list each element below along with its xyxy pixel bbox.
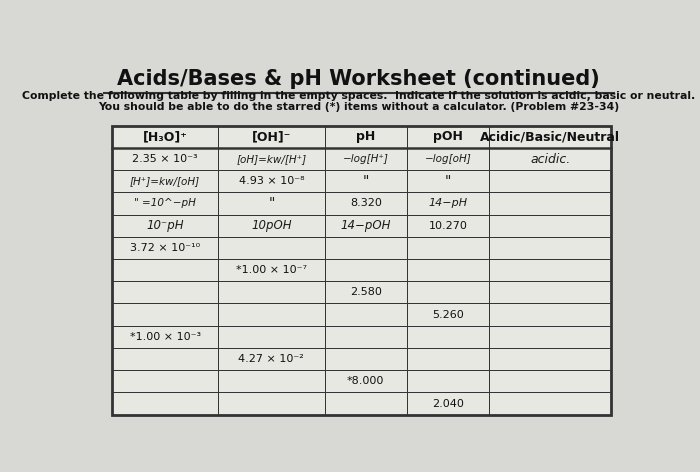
Bar [407,281,489,303]
Bar [489,392,611,414]
Text: 14−pH: 14−pH [428,199,468,209]
Text: Acids/Bases & pH Worksheet (continued): Acids/Bases & pH Worksheet (continued) [118,69,600,89]
Bar [407,303,489,326]
Text: [oH]=kw/[H⁺]: [oH]=kw/[H⁺] [237,154,307,164]
Bar [218,170,325,193]
Bar [489,348,611,370]
Bar [325,148,407,170]
Text: 4.27 × 10⁻²: 4.27 × 10⁻² [239,354,304,364]
Bar [325,259,407,281]
Text: [H⁺]=kw/[oH]: [H⁺]=kw/[oH] [130,176,200,186]
Bar [218,370,325,392]
Bar [218,348,325,370]
Text: 3.72 × 10⁻¹⁰: 3.72 × 10⁻¹⁰ [130,243,200,253]
Bar [112,370,218,392]
Bar [407,126,489,148]
Bar [407,326,489,348]
Text: 2.580: 2.580 [350,287,382,297]
Bar [407,215,489,237]
Bar [218,126,325,148]
Text: 4.93 × 10⁻⁸: 4.93 × 10⁻⁸ [239,176,304,186]
Text: 14−pOH: 14−pOH [340,219,391,232]
Bar [489,237,611,259]
Bar [325,237,407,259]
Bar [218,281,325,303]
Bar [325,326,407,348]
Text: 8.320: 8.320 [350,199,382,209]
Bar [112,148,218,170]
Bar [112,392,218,414]
Text: 2.35 × 10⁻³: 2.35 × 10⁻³ [132,154,198,164]
Bar [489,126,611,148]
Bar [407,193,489,215]
Bar [112,281,218,303]
Bar [407,392,489,414]
Bar [407,148,489,170]
Bar [325,370,407,392]
Bar [325,215,407,237]
Text: −log[oH]: −log[oH] [425,154,471,164]
Text: *1.00 × 10⁻³: *1.00 × 10⁻³ [130,332,201,342]
Bar [112,259,218,281]
Bar [325,348,407,370]
Bar [407,370,489,392]
Bar [218,193,325,215]
Text: −log[H⁺]: −log[H⁺] [343,154,389,164]
Bar [325,392,407,414]
Text: pH: pH [356,130,375,143]
Text: *8.000: *8.000 [347,376,384,386]
Text: 10.270: 10.270 [428,221,468,231]
Text: Complete the following table by filling in the empty spaces.  Indicate if the so: Complete the following table by filling … [22,91,695,101]
Bar [489,281,611,303]
Text: ": " [445,174,452,188]
Bar [218,148,325,170]
Bar [112,326,218,348]
Text: You should be able to do the starred (*) items without a calculator. (Problem #2: You should be able to do the starred (*)… [98,102,620,112]
Bar [218,303,325,326]
Bar [489,303,611,326]
Bar [489,170,611,193]
Text: acidic.: acidic. [530,152,570,166]
Text: *1.00 × 10⁻⁷: *1.00 × 10⁻⁷ [236,265,307,275]
Bar [112,237,218,259]
Text: [H₃O]⁺: [H₃O]⁺ [143,130,188,143]
Text: 2.040: 2.040 [432,398,464,408]
Bar [112,348,218,370]
Text: 10⁻pH: 10⁻pH [146,219,184,232]
Bar [489,215,611,237]
Bar [325,193,407,215]
Bar [407,170,489,193]
Bar [325,126,407,148]
Text: pOH: pOH [433,130,463,143]
Bar [112,215,218,237]
Bar [218,215,325,237]
Bar [489,259,611,281]
Bar [218,392,325,414]
Text: " =10^−pH: " =10^−pH [134,199,196,209]
Bar [112,126,218,148]
Bar [325,303,407,326]
Bar [325,170,407,193]
Bar [407,348,489,370]
Bar [489,193,611,215]
Bar [489,326,611,348]
Bar [325,281,407,303]
Bar [218,326,325,348]
Text: [OH]⁻: [OH]⁻ [252,130,291,143]
Text: Acidic/Basic/Neutral: Acidic/Basic/Neutral [480,130,620,143]
Bar [112,193,218,215]
Bar [489,148,611,170]
Bar [407,237,489,259]
Bar [112,303,218,326]
Bar [489,370,611,392]
Text: ": " [268,196,274,211]
Bar [112,170,218,193]
Bar [218,259,325,281]
Bar [218,237,325,259]
Text: 5.260: 5.260 [432,310,464,320]
Bar [407,259,489,281]
Text: ": " [363,174,369,188]
Text: 10pOH: 10pOH [251,219,292,232]
